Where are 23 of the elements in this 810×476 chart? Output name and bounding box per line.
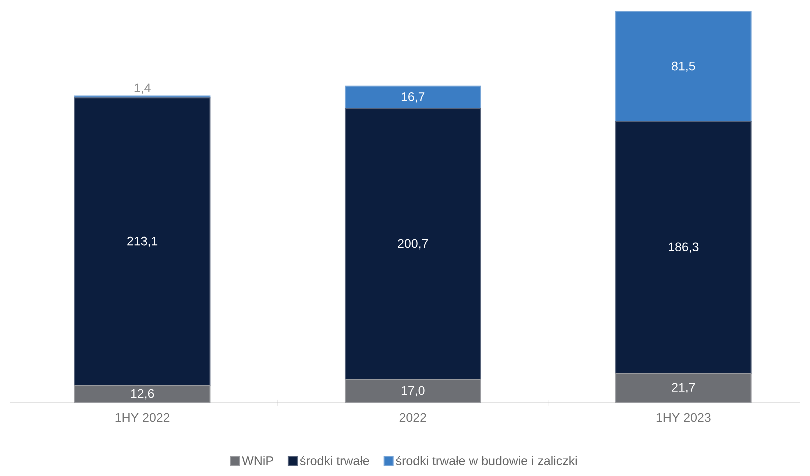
x-tick-label: 2022	[400, 413, 426, 422]
x-tick-label: 1HY 2023	[656, 413, 711, 422]
data-label: 16,7	[402, 92, 425, 103]
data-label: 1,4	[134, 84, 151, 94]
bar	[616, 373, 752, 404]
data-label: 186,3	[669, 242, 699, 254]
bar	[74, 385, 211, 404]
legend-label: WNiP	[242, 456, 274, 466]
data-label: 17,0	[402, 386, 425, 397]
data-label: 21,7	[672, 383, 696, 394]
data-label: 81,5	[672, 62, 696, 72]
bar	[616, 11, 752, 123]
bar	[344, 108, 482, 381]
bar	[74, 98, 211, 386]
bar	[344, 86, 482, 110]
x-tick-label: 1HY 2022	[116, 413, 170, 422]
bar	[344, 380, 482, 404]
legend-label: środki trwałe	[300, 456, 370, 466]
data-label: 213,1	[128, 236, 158, 248]
data-label: 200,7	[398, 239, 428, 250]
bar	[616, 122, 752, 374]
data-label: 12,6	[131, 389, 154, 400]
legend-label: środki trwałe w budowie i zaliczki	[396, 456, 577, 466]
